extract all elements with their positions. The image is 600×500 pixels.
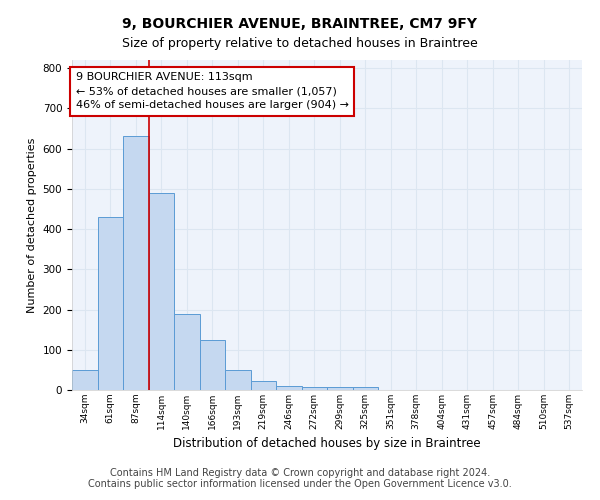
Bar [251, 381, 276, 390]
X-axis label: Distribution of detached houses by size in Braintree: Distribution of detached houses by size … [173, 438, 481, 450]
Bar [72, 370, 97, 390]
Bar [199, 340, 225, 390]
Bar [149, 193, 174, 390]
Bar [174, 314, 199, 390]
Y-axis label: Number of detached properties: Number of detached properties [27, 138, 37, 312]
Text: Contains public sector information licensed under the Open Government Licence v3: Contains public sector information licen… [88, 479, 512, 489]
Bar [327, 387, 353, 390]
Bar [302, 387, 327, 390]
Bar [353, 387, 378, 390]
Bar [123, 136, 149, 390]
Bar [225, 370, 251, 390]
Text: 9 BOURCHIER AVENUE: 113sqm
← 53% of detached houses are smaller (1,057)
46% of s: 9 BOURCHIER AVENUE: 113sqm ← 53% of deta… [76, 72, 349, 110]
Bar [276, 386, 302, 390]
Text: 9, BOURCHIER AVENUE, BRAINTREE, CM7 9FY: 9, BOURCHIER AVENUE, BRAINTREE, CM7 9FY [122, 18, 478, 32]
Text: Contains HM Land Registry data © Crown copyright and database right 2024.: Contains HM Land Registry data © Crown c… [110, 468, 490, 477]
Text: Size of property relative to detached houses in Braintree: Size of property relative to detached ho… [122, 38, 478, 51]
Bar [97, 217, 123, 390]
